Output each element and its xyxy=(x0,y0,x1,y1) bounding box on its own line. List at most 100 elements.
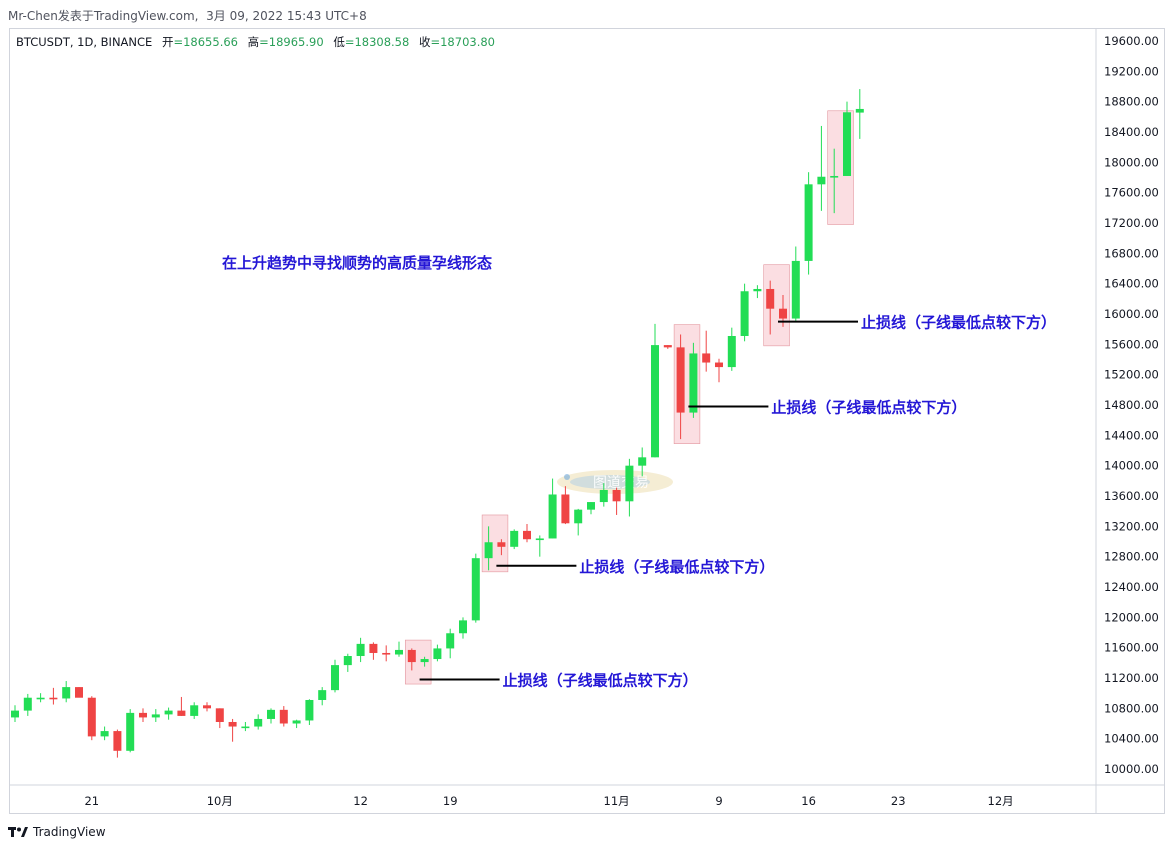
candle[interactable] xyxy=(599,483,608,507)
candle[interactable] xyxy=(651,323,659,458)
candle[interactable] xyxy=(766,280,775,335)
candle[interactable] xyxy=(676,334,685,440)
candle[interactable] xyxy=(23,693,32,716)
candle[interactable] xyxy=(62,681,71,703)
candle[interactable] xyxy=(471,553,480,623)
candle-body xyxy=(318,690,327,700)
candle-body xyxy=(638,457,647,466)
candle-body xyxy=(356,643,365,657)
candle[interactable] xyxy=(702,330,711,372)
candle[interactable] xyxy=(203,702,211,712)
candle-body xyxy=(446,633,455,649)
candle[interactable] xyxy=(215,708,224,729)
candle[interactable] xyxy=(510,529,519,550)
candle[interactable] xyxy=(292,719,301,729)
candle[interactable] xyxy=(267,708,275,724)
low-label: 低 xyxy=(333,35,345,49)
candle[interactable] xyxy=(459,617,467,639)
candle-body xyxy=(804,184,813,261)
price-tick-label: 10000.00 xyxy=(1104,762,1159,776)
candle-body xyxy=(305,699,314,721)
candle[interactable] xyxy=(855,89,864,139)
candle-body xyxy=(548,494,557,539)
candle[interactable] xyxy=(318,687,327,706)
candle[interactable] xyxy=(663,345,672,349)
candle[interactable] xyxy=(625,458,634,517)
price-tick-label: 14000.00 xyxy=(1104,459,1159,473)
price-axis[interactable]: 19600.00 19200.00 18800.00 18400.00 18000.00… xyxy=(1104,34,1159,776)
candle[interactable] xyxy=(484,526,493,571)
candle[interactable] xyxy=(574,508,583,536)
time-axis[interactable]: 21 10月 12 19 11月 9 16 23 12月 xyxy=(84,794,1013,808)
candle-body xyxy=(151,714,160,718)
candle[interactable] xyxy=(254,714,263,730)
candle[interactable] xyxy=(638,447,647,477)
candle[interactable] xyxy=(87,696,96,741)
candle[interactable] xyxy=(804,172,813,275)
candle[interactable] xyxy=(548,478,557,539)
candle[interactable] xyxy=(177,696,186,716)
candle[interactable] xyxy=(740,283,749,342)
candle[interactable] xyxy=(535,535,544,557)
candle[interactable] xyxy=(817,125,826,211)
candle[interactable] xyxy=(126,709,135,753)
candle[interactable] xyxy=(100,726,109,741)
candle[interactable] xyxy=(190,702,199,719)
high-value: =18965.90 xyxy=(259,35,324,49)
price-tick-label: 10800.00 xyxy=(1104,701,1159,715)
candle-body xyxy=(395,649,403,655)
price-tick-label: 19600.00 xyxy=(1104,34,1159,48)
candle[interactable] xyxy=(433,644,442,662)
candle[interactable] xyxy=(420,656,429,667)
candle[interactable] xyxy=(523,524,531,543)
time-tick-label: 16 xyxy=(801,794,816,808)
candle-body xyxy=(113,731,122,751)
candle[interactable] xyxy=(279,706,288,727)
candle[interactable] xyxy=(843,101,851,176)
candle-body xyxy=(215,708,224,722)
candle[interactable] xyxy=(830,148,839,214)
candle[interactable] xyxy=(75,687,83,698)
candle[interactable] xyxy=(228,718,237,742)
candle[interactable] xyxy=(164,707,173,720)
candle[interactable] xyxy=(791,246,800,321)
candle[interactable] xyxy=(715,358,723,383)
candle[interactable] xyxy=(561,486,570,525)
candle-body xyxy=(420,659,429,663)
candle[interactable] xyxy=(407,648,416,671)
candle[interactable] xyxy=(382,645,391,662)
close-value: =18703.80 xyxy=(430,35,495,49)
stop-loss-label: 止损线（子线最低点较下方） xyxy=(503,672,698,690)
candle[interactable] xyxy=(151,709,160,722)
candle[interactable] xyxy=(727,327,736,371)
candle[interactable] xyxy=(139,708,147,722)
candle[interactable] xyxy=(241,721,250,732)
candle[interactable] xyxy=(331,659,339,693)
candle-body xyxy=(676,347,685,413)
candle[interactable] xyxy=(36,693,45,703)
candle[interactable] xyxy=(753,285,762,299)
time-tick-label: 12月 xyxy=(988,794,1014,808)
candle[interactable] xyxy=(587,502,595,515)
candle[interactable] xyxy=(305,699,314,726)
price-tick-label: 17200.00 xyxy=(1104,216,1159,230)
candle[interactable] xyxy=(369,642,378,660)
time-tick-label: 21 xyxy=(84,794,99,808)
candle[interactable] xyxy=(343,653,352,672)
candle[interactable] xyxy=(49,687,58,705)
price-tick-label: 14400.00 xyxy=(1104,428,1159,442)
candle[interactable] xyxy=(113,729,122,758)
close-label: 收 xyxy=(419,35,431,49)
candle[interactable] xyxy=(689,342,698,418)
candle[interactable] xyxy=(497,539,506,556)
tradingview-brand: TradingView xyxy=(33,825,106,839)
candles[interactable] xyxy=(11,89,864,758)
candle[interactable] xyxy=(356,637,365,663)
chart-frame[interactable] xyxy=(9,28,1165,814)
candle[interactable] xyxy=(446,628,455,659)
candle[interactable] xyxy=(11,705,19,722)
candle[interactable] xyxy=(612,487,621,515)
candle[interactable] xyxy=(395,641,403,657)
candle-body xyxy=(740,291,749,336)
